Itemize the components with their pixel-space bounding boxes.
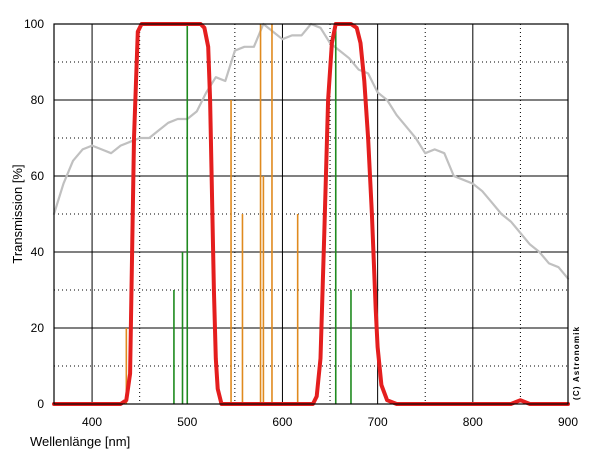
y-axis-title: Transmission [%] [10,164,25,263]
x-tick-label: 800 [463,415,483,429]
x-tick-label: 600 [272,415,292,429]
x-tick-label: 900 [558,415,578,429]
x-tick-label: 400 [82,415,102,429]
x-tick-label: 500 [177,415,197,429]
x-axis-title: Wellenlänge [nm] [30,434,130,449]
y-tick-label: 60 [31,169,45,183]
plot-frame [53,23,569,405]
copyright-credit: (C) Astronomik [572,326,581,400]
y-tick-label: 0 [37,397,44,411]
y-axis-ticks: 0 20 40 60 80 100 [24,17,44,411]
x-axis-ticks: 400 500 600 700 800 900 [82,415,578,429]
emission-lines-layer [125,24,352,404]
y-tick-label: 100 [24,17,44,31]
x-tick-label: 700 [368,415,388,429]
y-tick-label: 80 [31,93,45,107]
y-tick-label: 40 [31,245,45,259]
minor-grid [54,24,568,404]
y-tick-label: 20 [31,321,45,335]
